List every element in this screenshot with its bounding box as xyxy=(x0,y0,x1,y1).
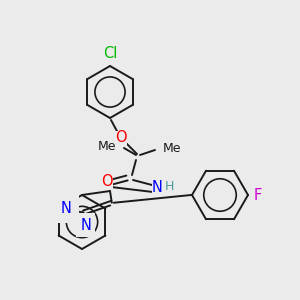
Text: Cl: Cl xyxy=(103,46,117,61)
Text: F: F xyxy=(254,188,262,202)
Text: Me: Me xyxy=(98,140,116,154)
Text: N: N xyxy=(61,201,71,216)
Text: N: N xyxy=(80,218,91,232)
Text: N: N xyxy=(152,181,162,196)
Text: H: H xyxy=(164,179,174,193)
Text: Me: Me xyxy=(163,142,182,155)
Text: O: O xyxy=(101,175,113,190)
Text: O: O xyxy=(115,130,127,146)
